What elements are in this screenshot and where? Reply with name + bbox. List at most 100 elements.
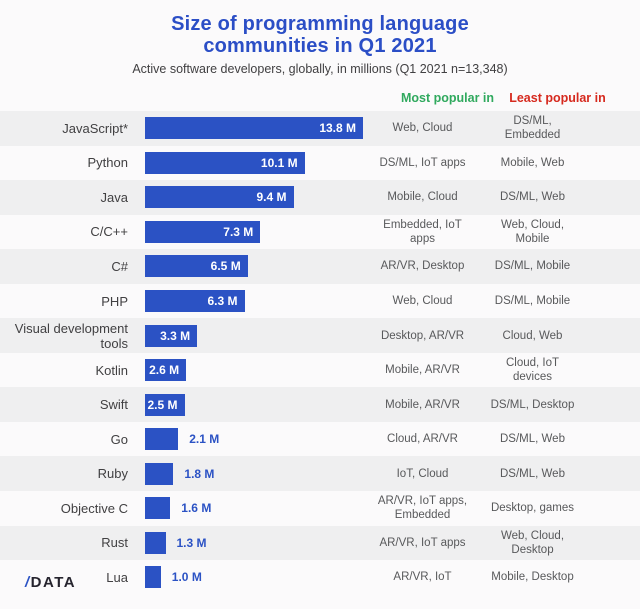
bar-cell: 1.0 M [137,560,365,595]
bar-cell: 3.3 M [137,318,365,353]
least-popular-cell: Web, Cloud, Mobile [500,218,565,245]
bar-value-label: 1.0 M [171,570,202,585]
least-popular-cell: DS/ML, Web [500,433,565,446]
language-label: Visual development tools [14,320,128,351]
bar-cell: 1.8 M [137,456,365,491]
column-headers: Most popular in Least popular in [25,90,610,106]
table-row: Java 9.4 M Mobile, Cloud DS/ML, Web [0,180,640,215]
language-label: Swift [99,397,128,413]
value-bar: 2.6 M [145,359,187,382]
language-label: Ruby [97,466,128,482]
most-popular-cell: Mobile, Cloud [387,191,458,204]
least-popular-cell: DS/ML, Mobile [494,295,571,307]
bar-cell: 13.8 M [137,111,365,146]
title-line-2: communities in Q1 2021 [203,35,437,57]
table-row: Objective C 1.6 M AR/VR, IoT apps, Embed… [0,491,640,526]
bar-value-label: 2.1 M [189,432,220,447]
language-table: JavaScript* 13.8 M Web, Cloud DS/ML, Emb… [0,111,640,595]
bar-value-label: 2.6 M [149,363,180,378]
most-popular-cell: Web, Cloud [392,122,453,135]
bar-value-label: 3.3 M [160,328,191,343]
language-label: JavaScript* [62,120,128,136]
most-popular-cell: Mobile, AR/VR [385,398,460,411]
language-label: C/C++ [90,224,128,240]
most-popular-cell: AR/VR, IoT apps [379,536,466,549]
bar-cell: 6.5 M [137,249,365,284]
value-bar: 2.5 M [145,393,185,416]
column-header-most-popular: Most popular in [400,91,495,105]
table-row: Swift 2.5 M Mobile, AR/VR DS/ML, Desktop [0,387,640,422]
bar-cell: 1.3 M [137,526,365,561]
bar-value-label: 13.8 M [319,121,356,136]
most-popular-cell: Desktop, AR/VR [380,329,465,342]
slashdata-logo: /DATA [25,574,76,591]
logo-text: DATA [30,574,77,591]
table-row: C/C++ 7.3 M Embedded, IoT apps Web, Clou… [0,215,640,250]
value-bar: 3.3 M [145,324,198,347]
table-row: C# 6.5 M AR/VR, Desktop DS/ML, Mobile [0,249,640,284]
value-bar [145,531,166,554]
value-bar: 13.8 M [145,117,363,140]
language-label: Rust [101,535,128,551]
bar-cell: 2.1 M [137,422,365,457]
bar-value-label: 1.3 M [176,535,207,550]
least-popular-cell: Mobile, Web [500,156,565,169]
table-row: Rust 1.3 M AR/VR, IoT apps Web, Cloud, D… [0,525,640,561]
least-popular-cell: DS/ML, Embedded [504,115,561,142]
language-label: Kotlin [95,362,128,378]
title-line-1: Size of programming language [171,13,469,35]
table-row: JavaScript* 13.8 M Web, Cloud DS/ML, Emb… [0,111,640,146]
least-popular-cell: Mobile, Desktop [491,571,574,584]
language-label: PHP [101,293,128,309]
least-popular-cell: Desktop, games [490,502,575,515]
most-popular-cell: DS/ML, IoT apps [379,156,466,169]
bar-cell: 2.6 M [137,353,365,388]
language-label: Java [100,189,128,205]
least-popular-cell: DS/ML, Web [500,467,565,480]
page-subtitle: Active software developers, globally, in… [132,62,508,76]
value-bar: 6.3 M [145,290,245,312]
value-bar: 6.5 M [145,255,248,278]
language-label: Objective C [60,500,128,516]
language-label: C# [111,258,128,274]
most-popular-cell: AR/VR, IoT [393,571,452,584]
value-bar: 9.4 M [145,186,294,209]
least-popular-cell: DS/ML, Web [500,191,565,204]
value-bar [145,497,171,520]
table-row: PHP 6.3 M Web, Cloud DS/ML, Mobile [0,284,640,319]
table-row: Visual development tools 3.3 M Desktop, … [0,318,640,353]
most-popular-cell: Embedded, IoT apps [383,218,462,245]
bar-value-label: 9.4 M [256,190,287,205]
bar-cell: 10.1 M [137,146,365,181]
bar-value-label: 2.5 M [147,397,178,412]
least-popular-cell: Web, Cloud, Desktop [500,529,565,556]
bar-value-label: 10.1 M [260,155,298,170]
bar-cell: 6.3 M [137,284,365,319]
least-popular-cell: Cloud, Web [502,329,563,342]
language-label: Python [87,155,128,171]
bar-value-label: 6.3 M [207,294,238,308]
most-popular-cell: Mobile, AR/VR [385,364,460,377]
value-bar: 10.1 M [145,151,305,174]
value-bar [145,566,161,589]
least-popular-cell: DS/ML, Desktop [490,398,575,411]
table-row: Kotlin 2.6 M Mobile, AR/VR Cloud, IoT de… [0,353,640,388]
table-row: Python 10.1 M DS/ML, IoT apps Mobile, We… [0,146,640,181]
most-popular-cell: IoT, Cloud [396,467,449,480]
language-label: Lua [106,569,128,585]
table-row: Go 2.1 M Cloud, AR/VR DS/ML, Web [0,422,640,457]
bar-value-label: 1.6 M [181,501,212,516]
value-bar [145,462,174,485]
value-bar: 7.3 M [145,220,261,243]
table-row: Lua 1.0 M AR/VR, IoT Mobile, Desktop [0,560,640,595]
bar-value-label: 1.8 M [184,466,215,481]
most-popular-cell: Cloud, AR/VR [387,433,458,446]
most-popular-cell: AR/VR, Desktop [380,260,465,273]
bar-value-label: 6.5 M [210,259,241,274]
page-title: Size of programming language communities… [0,0,640,57]
bar-cell: 9.4 M [137,180,365,215]
bar-cell: 2.5 M [137,387,365,422]
least-popular-cell: DS/ML, Mobile [494,260,571,273]
least-popular-cell: Cloud, IoT devices [505,357,560,384]
